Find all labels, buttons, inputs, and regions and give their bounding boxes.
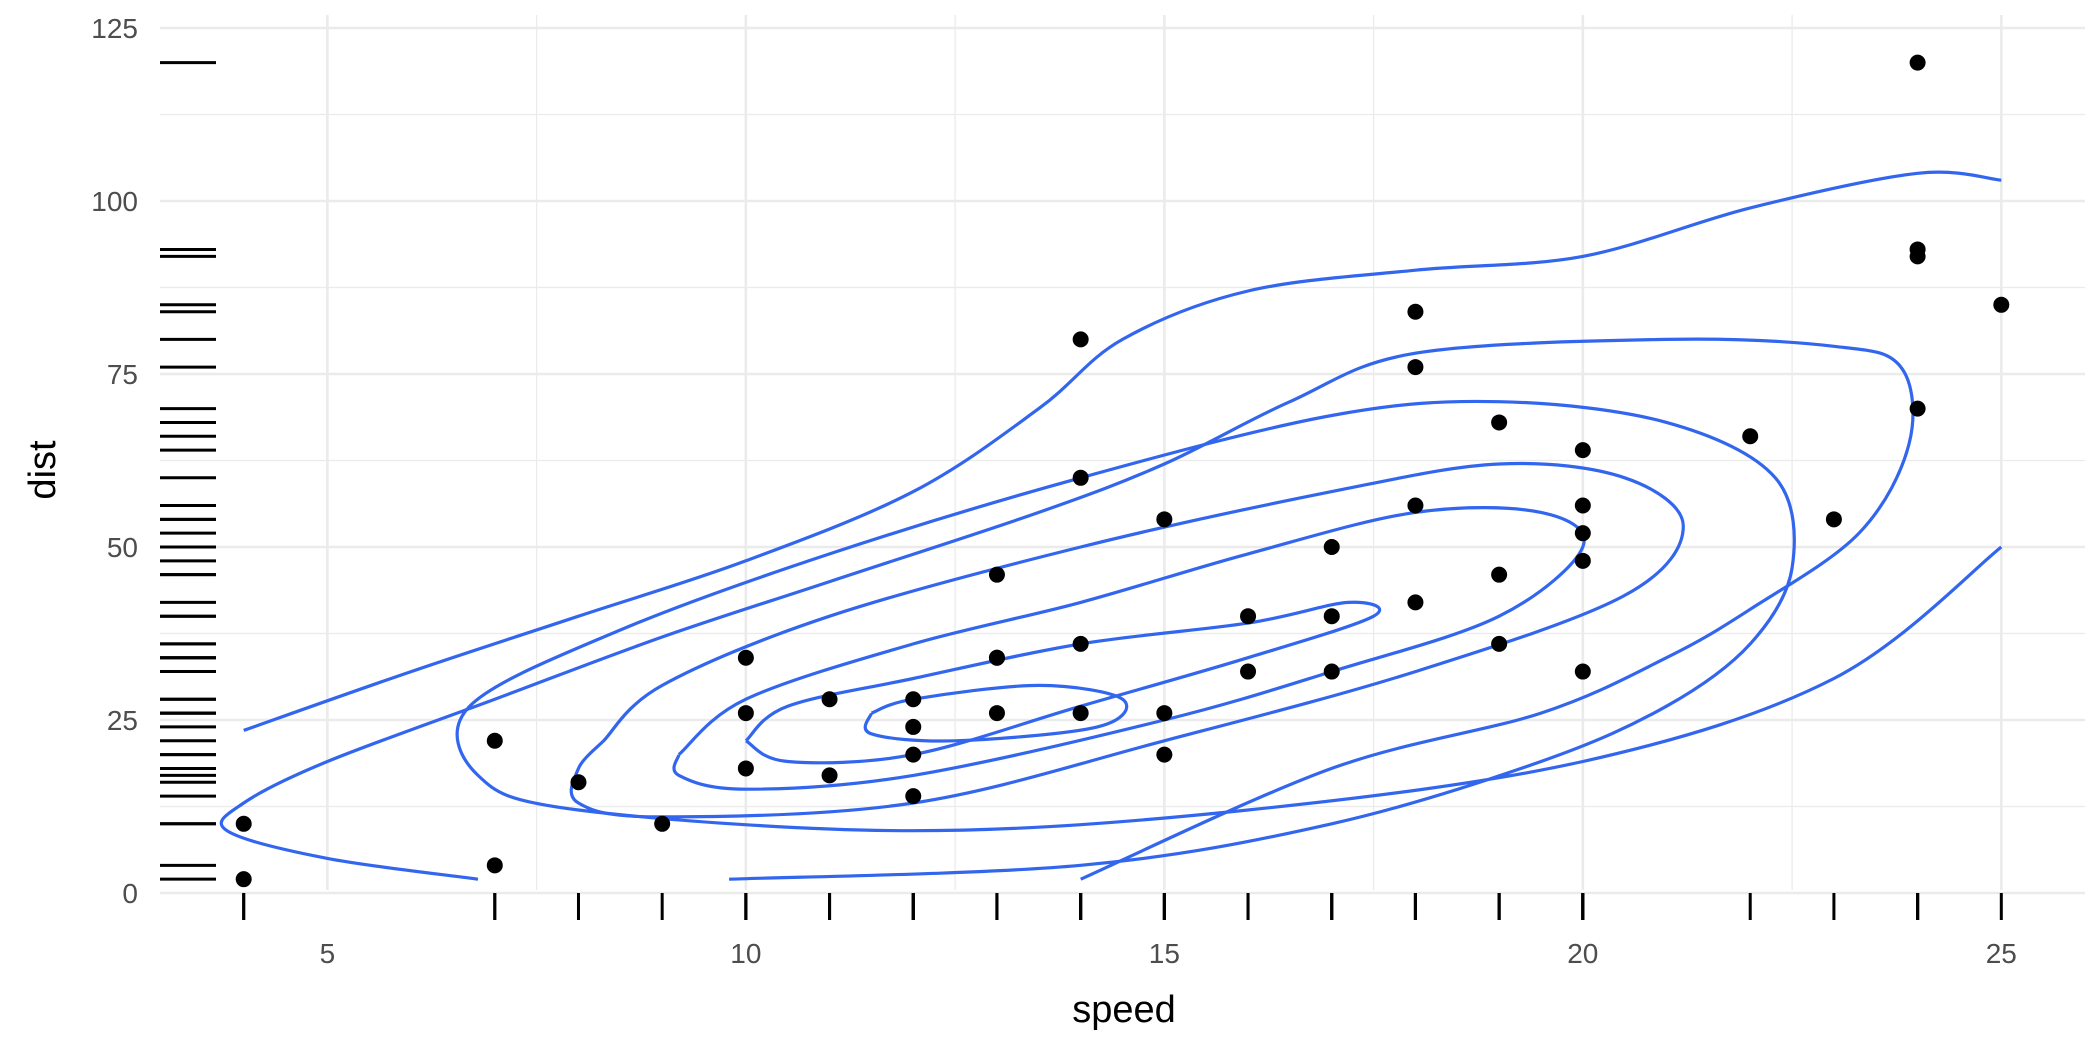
data-point bbox=[570, 774, 587, 791]
data-point bbox=[1574, 552, 1591, 569]
density-contour-line bbox=[569, 461, 1685, 819]
data-point bbox=[737, 705, 754, 722]
data-point bbox=[1240, 663, 1257, 680]
data-point bbox=[1156, 705, 1173, 722]
data-point bbox=[1909, 241, 1926, 258]
density-contour-line bbox=[672, 506, 1586, 791]
data-point bbox=[235, 871, 252, 888]
x-tick-label: 5 bbox=[320, 938, 336, 969]
data-point bbox=[1574, 663, 1591, 680]
y-rug bbox=[160, 61, 216, 881]
data-point bbox=[1491, 414, 1508, 431]
x-axis-title: speed bbox=[1072, 989, 1176, 1031]
x-tick-label: 25 bbox=[1986, 938, 2017, 969]
x-tick-label: 10 bbox=[730, 938, 761, 969]
y-tick-label: 125 bbox=[91, 13, 138, 44]
data-point bbox=[1574, 442, 1591, 459]
data-point bbox=[1825, 511, 1842, 528]
data-point bbox=[1407, 359, 1424, 376]
data-point bbox=[1407, 594, 1424, 611]
data-point bbox=[1240, 608, 1257, 625]
data-point bbox=[821, 767, 838, 784]
density-contour-line bbox=[455, 399, 2003, 881]
data-point bbox=[235, 815, 252, 832]
data-point bbox=[905, 788, 922, 805]
data-point bbox=[1072, 705, 1089, 722]
x-tick-label: 15 bbox=[1149, 938, 1180, 969]
data-point bbox=[905, 691, 922, 708]
data-point bbox=[1993, 296, 2010, 313]
data-point bbox=[988, 566, 1005, 583]
data-point bbox=[1072, 469, 1089, 486]
data-point bbox=[1323, 608, 1340, 625]
data-point bbox=[1156, 746, 1173, 763]
data-point bbox=[1072, 331, 1089, 348]
data-point bbox=[737, 649, 754, 666]
data-point bbox=[1156, 511, 1173, 528]
data-point bbox=[1574, 497, 1591, 514]
data-point bbox=[1742, 428, 1759, 445]
data-point bbox=[1407, 303, 1424, 320]
data-point bbox=[737, 760, 754, 777]
x-tick-label: 20 bbox=[1567, 938, 1598, 969]
data-point bbox=[1072, 635, 1089, 652]
density-contour-line bbox=[219, 337, 1915, 881]
density-contour-line bbox=[243, 170, 2002, 732]
data-point bbox=[1491, 635, 1508, 652]
data-points bbox=[235, 54, 2010, 888]
y-tick-labels: 0 25 50 75 100 125 bbox=[91, 13, 138, 909]
grid-lines bbox=[160, 15, 2085, 895]
data-point bbox=[1323, 663, 1340, 680]
data-point bbox=[1574, 525, 1591, 542]
x-rug bbox=[242, 893, 2003, 920]
data-point bbox=[1323, 539, 1340, 555]
y-tick-label: 100 bbox=[91, 186, 138, 217]
data-point bbox=[654, 815, 671, 832]
data-point bbox=[486, 857, 503, 874]
data-point bbox=[1909, 54, 1926, 71]
data-point bbox=[988, 649, 1005, 666]
y-tick-label: 50 bbox=[107, 532, 138, 563]
y-tick-label: 0 bbox=[122, 878, 138, 909]
data-point bbox=[1909, 400, 1926, 417]
data-point bbox=[1407, 497, 1424, 514]
data-point bbox=[905, 718, 922, 735]
y-tick-label: 25 bbox=[107, 705, 138, 736]
y-axis-title: dist bbox=[22, 440, 64, 500]
data-point bbox=[1491, 566, 1508, 583]
data-point bbox=[988, 705, 1005, 722]
data-point bbox=[486, 732, 503, 749]
data-point bbox=[821, 691, 838, 708]
y-tick-label: 75 bbox=[107, 359, 138, 390]
data-point bbox=[905, 746, 922, 763]
density-contour-line bbox=[863, 683, 1129, 743]
x-tick-labels: 5 10 15 20 25 bbox=[320, 938, 2017, 969]
